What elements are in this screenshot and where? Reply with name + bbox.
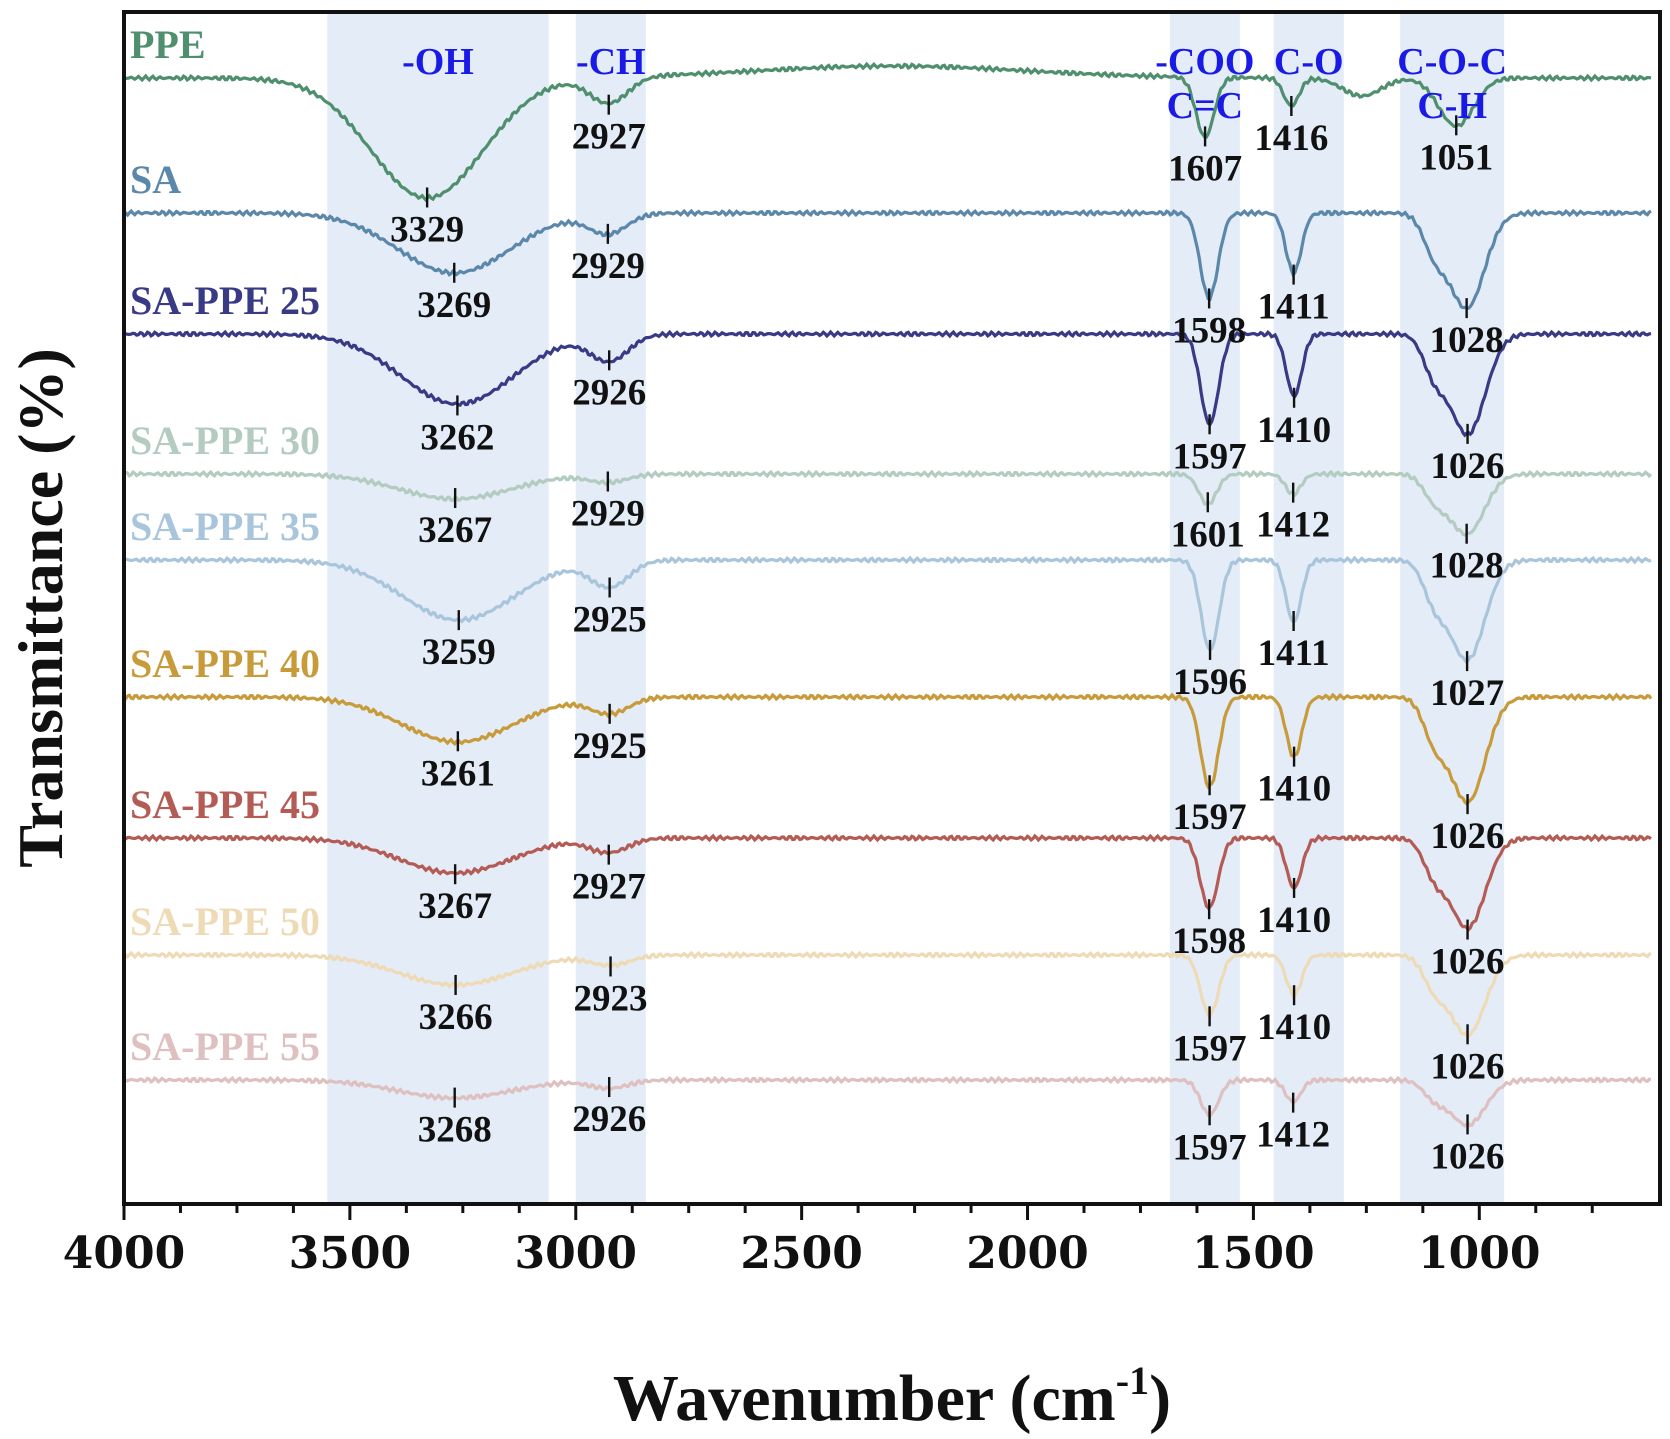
x-axis-title-sup: -1 <box>1116 1358 1149 1403</box>
x-tick-label-1000: 1000 <box>1418 1228 1540 1279</box>
series-name-7: SA-PPE 50 <box>130 899 320 944</box>
plot-frame <box>122 10 1662 1206</box>
peak-label-5-4: 1026 <box>1431 816 1505 857</box>
peak-label-3-3: 1412 <box>1256 505 1330 546</box>
series-name-0: PPE <box>130 22 206 67</box>
peak-label-1-3: 1411 <box>1258 287 1330 328</box>
peak-label-6-0: 3267 <box>418 886 492 927</box>
band-label-0-0: -OH <box>402 41 474 83</box>
peak-label-1-0: 3269 <box>417 285 491 326</box>
trace-ppe <box>123 61 1652 203</box>
peak-label-8-2: 1597 <box>1173 1127 1247 1168</box>
y-axis-title: Transmittance (%) <box>5 348 76 868</box>
band-label-1-0: -CH <box>576 41 646 83</box>
peak-label-4-3: 1411 <box>1258 633 1330 674</box>
spectra-traces <box>122 61 1653 1128</box>
peak-label-0-4: 1051 <box>1419 137 1493 178</box>
peak-label-1-1: 2929 <box>571 246 645 287</box>
peak-markers: 3329 2927 1607 1416 1051 3269 2929 1598 1411 1028… <box>390 94 1505 1177</box>
band-2 <box>1169 12 1240 1204</box>
band-label-4-0: C-O-C <box>1397 41 1507 83</box>
peak-label-6-3: 1410 <box>1257 900 1331 941</box>
peak-label-2-0: 3262 <box>420 417 494 458</box>
trace-sa-ppe-40 <box>123 692 1653 806</box>
peak-label-4-1: 2925 <box>573 599 647 640</box>
trace-sa <box>122 208 1652 310</box>
peak-label-7-3: 1410 <box>1257 1007 1331 1048</box>
series-name-4: SA-PPE 35 <box>130 504 320 549</box>
peak-label-4-2: 1596 <box>1173 662 1247 703</box>
peak-label-0-2: 1607 <box>1168 148 1242 189</box>
band-3 <box>1273 12 1344 1204</box>
peak-label-2-3: 1410 <box>1257 410 1331 451</box>
series-name-6: SA-PPE 45 <box>130 782 320 827</box>
trace-sa-ppe-30 <box>122 469 1653 537</box>
peak-label-5-1: 2925 <box>573 726 647 767</box>
peak-label-8-0: 3268 <box>418 1110 492 1151</box>
band-label-4-1: C-H <box>1417 85 1487 127</box>
trace-sa-ppe-55 <box>122 1075 1652 1128</box>
peak-label-2-1: 2926 <box>572 372 646 413</box>
peak-label-7-4: 1026 <box>1431 1046 1505 1087</box>
band-4 <box>1400 12 1505 1204</box>
x-axis-title-close: ) <box>1149 1362 1171 1435</box>
x-tick-label-2000: 2000 <box>966 1228 1088 1279</box>
peak-label-0-0: 3329 <box>390 209 464 250</box>
peak-label-5-3: 1410 <box>1257 769 1331 810</box>
x-tick-label-4000: 4000 <box>63 1228 185 1279</box>
trace-sa-ppe-35 <box>123 555 1652 665</box>
peak-label-3-1: 2929 <box>571 494 645 535</box>
trace-sa-ppe-50 <box>122 950 1652 1039</box>
peak-label-5-0: 3261 <box>421 753 495 794</box>
peak-label-0-3: 1416 <box>1254 118 1328 159</box>
x-tick-label-2500: 2500 <box>740 1228 862 1279</box>
peak-label-3-4: 1028 <box>1430 546 1504 587</box>
series-name-2: SA-PPE 25 <box>130 278 320 323</box>
series-name-5: SA-PPE 40 <box>130 641 320 686</box>
peak-label-7-1: 2923 <box>574 978 648 1019</box>
peak-label-8-1: 2926 <box>572 1099 646 1140</box>
band-1 <box>575 12 646 1204</box>
peak-label-4-4: 1027 <box>1430 673 1504 714</box>
peak-label-6-1: 2927 <box>572 867 646 908</box>
peak-label-3-0: 3267 <box>418 510 492 551</box>
peak-label-3-2: 1601 <box>1171 514 1245 555</box>
band-label-2-0: -COO <box>1155 41 1254 83</box>
x-axis-title-main: Wavenumber (cm <box>613 1362 1116 1435</box>
peak-label-4-0: 3259 <box>422 632 496 673</box>
peak-label-5-2: 1597 <box>1173 797 1247 838</box>
x-axis-ticks: 4000 3500 3000 2500 2000 1500 1000 <box>63 1204 1594 1279</box>
series-name-1: SA <box>130 157 181 202</box>
peak-label-7-2: 1597 <box>1173 1028 1247 1069</box>
peak-label-0-1: 2927 <box>572 117 646 158</box>
series-name-8: SA-PPE 55 <box>130 1024 320 1069</box>
band-label-2-1: C=C <box>1167 85 1244 127</box>
x-tick-label-3500: 3500 <box>289 1228 411 1279</box>
peak-label-7-0: 3266 <box>419 997 493 1038</box>
series-name-labels: PPE SA SA-PPE 25 SA-PPE 30 SA-PPE 35 SA-PPE 4… <box>130 22 320 1069</box>
trace-sa-ppe-45 <box>123 833 1652 933</box>
peak-label-1-2: 1598 <box>1172 310 1246 351</box>
x-axis-title: Wavenumber (cm-1) <box>613 1358 1171 1435</box>
x-tick-label-1500: 1500 <box>1192 1228 1314 1279</box>
peak-label-8-3: 1412 <box>1256 1115 1330 1156</box>
peak-label-2-4: 1026 <box>1431 446 1505 487</box>
peak-label-6-4: 1026 <box>1431 942 1505 983</box>
peak-label-1-4: 1028 <box>1430 320 1504 361</box>
trace-sa-ppe-25 <box>123 329 1652 438</box>
band-label-3-0: C-O <box>1274 41 1344 83</box>
peak-label-2-2: 1597 <box>1173 436 1247 477</box>
band-0 <box>327 12 549 1204</box>
band-highlights <box>327 12 1505 1204</box>
peak-label-8-4: 1026 <box>1431 1136 1505 1177</box>
x-tick-label-3000: 3000 <box>515 1228 637 1279</box>
peak-label-6-2: 1598 <box>1172 921 1246 962</box>
series-name-3: SA-PPE 30 <box>130 418 320 463</box>
